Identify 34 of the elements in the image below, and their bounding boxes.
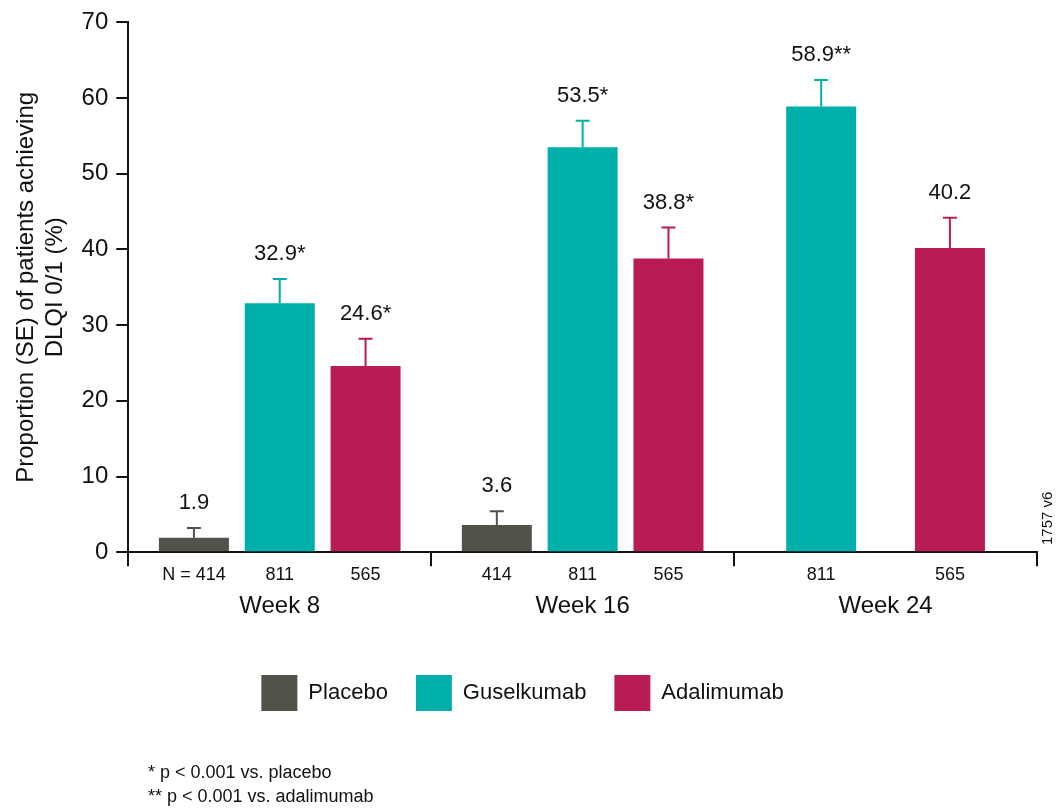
y-tick-label: 40 xyxy=(81,234,109,262)
legend-label: Adalimumab xyxy=(661,679,784,705)
x-tick-label: Week 8 xyxy=(239,591,321,619)
y-tick-label: 30 xyxy=(81,309,109,337)
data-label: 24.6* xyxy=(339,299,392,325)
text: 565 xyxy=(934,564,965,585)
data-label: 3.6 xyxy=(481,472,513,498)
text: ** p < 0.001 vs. adalimumab xyxy=(148,786,374,806)
y-tick-label: 50 xyxy=(81,158,109,186)
text: 811 xyxy=(806,564,836,585)
data-label: 32.9* xyxy=(254,240,306,266)
y-tick-label: 0 xyxy=(94,536,109,564)
x-tick-label: Week 16 xyxy=(535,591,630,619)
annotation: 1757 v6 xyxy=(1038,491,1055,545)
legend-label: Placebo xyxy=(308,679,388,705)
y-tick-label: 60 xyxy=(81,82,109,110)
text: * p < 0.001 vs. placebo xyxy=(148,762,332,782)
y-tick-label: 70 xyxy=(81,7,109,35)
y-tick-label: 20 xyxy=(81,385,109,413)
data-label: 40.2 xyxy=(928,178,972,204)
text: 565 xyxy=(350,564,381,585)
data-label: 1.9 xyxy=(178,489,210,515)
data-label: 53.5* xyxy=(556,81,609,107)
y-tick-label: 10 xyxy=(81,461,109,489)
text: 565 xyxy=(653,564,684,585)
legend-label: Guselkumab xyxy=(462,679,587,705)
text: 811 xyxy=(265,564,295,585)
text: 811 xyxy=(568,564,597,585)
text: 414 xyxy=(481,564,512,585)
x-tick-label: Week 24 xyxy=(838,591,933,619)
y-axis-title: Proportion (SE) of patients achieving DLQI 0/1 (%) xyxy=(11,91,67,483)
data-label: 38.8* xyxy=(642,188,695,214)
text: N = 414 xyxy=(162,564,226,585)
data-label: 58.9** xyxy=(791,40,852,66)
